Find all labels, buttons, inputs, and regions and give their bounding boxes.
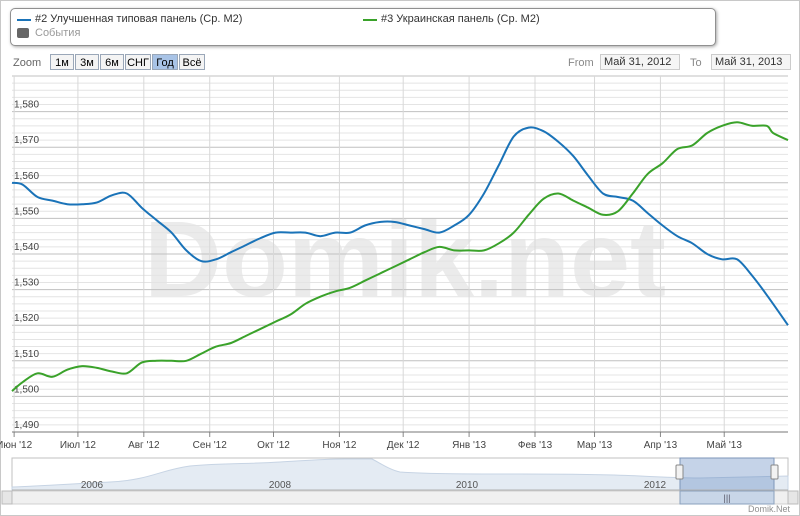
navigator-year-label: 2010	[456, 480, 479, 491]
navigator-year-label: 2012	[644, 480, 667, 491]
y-tick-label: 1,530	[14, 278, 39, 289]
navigator-handle-right	[770, 464, 779, 480]
x-tick-label: Ноя '12	[322, 440, 356, 451]
navigator-scrollbar-thumb	[679, 490, 775, 505]
legend-line-series-3	[363, 19, 377, 21]
grid-layer	[12, 75, 788, 437]
x-tick-label: Июн '12	[0, 440, 33, 451]
legend-item-series-3[interactable]: #3 Украинская панель (Ср. М2)	[381, 13, 540, 25]
x-tick-label: Дек '12	[387, 440, 420, 451]
flag-icon	[17, 28, 29, 38]
navigator-year-label: 2006	[81, 480, 104, 491]
navigator-scrollbar-track	[11, 490, 789, 505]
legend-line-series-2	[17, 19, 31, 21]
y-tick-label: 1,560	[14, 171, 39, 182]
watermark: Domik.net	[144, 198, 666, 319]
x-tick-label: Окт '12	[257, 440, 290, 451]
zoom-button-all[interactable]: Всё	[179, 54, 205, 70]
zoom-button-1m[interactable]: 1м	[50, 54, 74, 70]
y-tick-label: 1,570	[14, 135, 39, 146]
scrollbar-grip-icon: |||	[723, 493, 730, 503]
x-tick-label: Апр '13	[644, 440, 678, 451]
to-label: To	[690, 57, 702, 69]
y-tick-label: 1,510	[14, 349, 39, 360]
series-layer	[11, 121, 789, 392]
credit-text[interactable]: Domik.Net	[748, 504, 791, 514]
x-tick-label: Июл '12	[60, 440, 97, 451]
navigator-selection	[679, 457, 775, 491]
y-axis-labels: 1,490 1,500 1,510 1,520 1,530 1,540 1,550 1,560…	[14, 100, 39, 431]
to-date-input[interactable]	[711, 54, 791, 70]
y-tick-label: 1,500	[14, 384, 39, 395]
scroll-right-button	[787, 490, 799, 505]
legend-item-events[interactable]: События	[35, 27, 81, 39]
from-date-input[interactable]	[600, 54, 680, 70]
scroll-left-button	[1, 490, 13, 505]
x-tick-label: Мар '13	[577, 440, 613, 451]
legend-item-series-2[interactable]: #2 Улучшенная типовая панель (Ср. М2)	[35, 13, 243, 25]
zoom-button-6m[interactable]: 6м	[100, 54, 124, 70]
navigator-series-area	[11, 458, 789, 491]
zoom-button-year[interactable]: Год	[152, 54, 178, 70]
y-tick-label: 1,490	[14, 420, 39, 431]
navigator-handle-left	[675, 464, 684, 480]
navigator[interactable]: 2006 2008 2010 2012 |||	[1, 457, 799, 505]
legend: #2 Улучшенная типовая панель (Ср. М2) #3…	[10, 8, 716, 46]
zoom-button-3m[interactable]: 3м	[75, 54, 99, 70]
from-label: From	[568, 57, 594, 69]
x-tick-label: Май '13	[707, 440, 743, 451]
x-tick-label: Фев '13	[518, 440, 553, 451]
x-axis-labels: Июн '12 Июл '12 Авг '12 Сен '12 Окт '12 Ноя '…	[0, 440, 742, 451]
y-tick-label: 1,580	[14, 100, 39, 111]
y-tick-label: 1,520	[14, 313, 39, 324]
y-tick-label: 1,540	[14, 242, 39, 253]
series-line-2[interactable]	[11, 126, 789, 326]
x-tick-label: Авг '12	[128, 440, 160, 451]
navigator-year-label: 2008	[269, 480, 292, 491]
y-tick-label: 1,550	[14, 206, 39, 217]
toolbar: Zoom 1м 3м 6м СНГ Год Всё From To	[0, 54, 800, 72]
zoom-button-ytd[interactable]: СНГ	[125, 54, 151, 70]
x-tick-label: Янв '13	[452, 440, 486, 451]
x-tick-label: Сен '12	[193, 440, 228, 451]
zoom-label: Zoom	[13, 57, 42, 69]
series-line-3[interactable]	[11, 121, 789, 392]
